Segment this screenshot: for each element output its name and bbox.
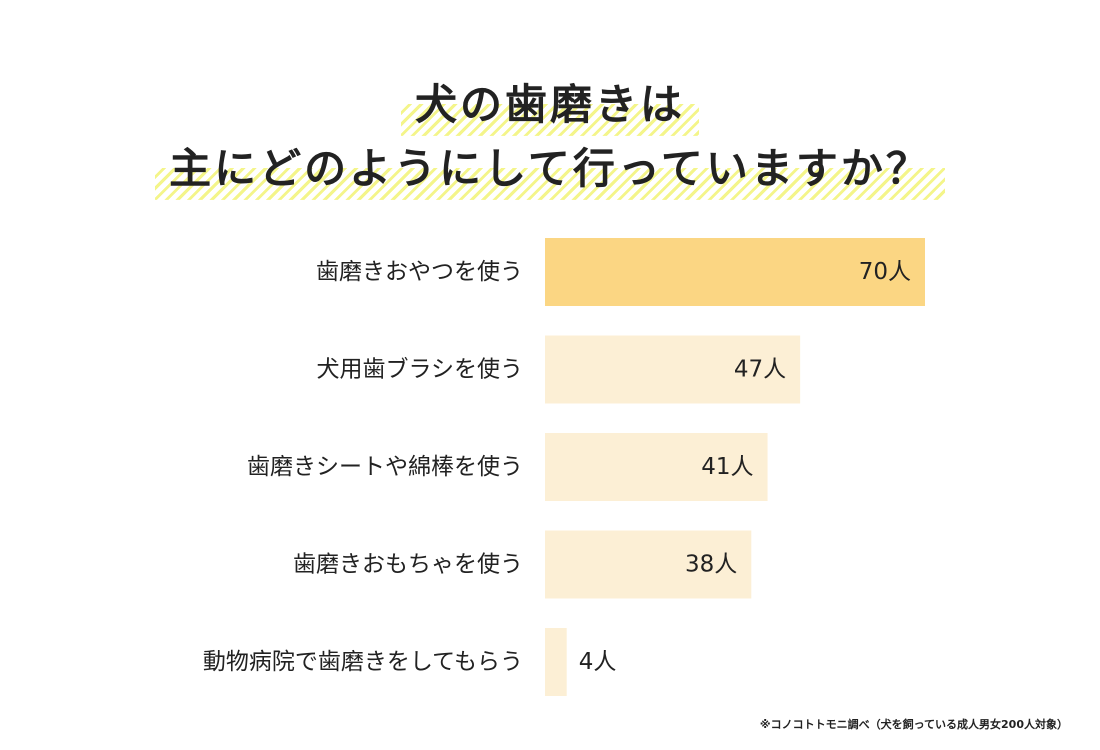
- bar-2: [545, 335, 801, 404]
- chart-title-line1: 犬の歯磨きは: [0, 78, 1100, 136]
- chart-title-line1-text: 犬の歯磨きは: [400, 78, 699, 136]
- bar-4: [545, 530, 752, 599]
- value-label-1: 70人: [859, 259, 911, 285]
- value-label-4: 38人: [685, 552, 737, 578]
- category-label-4: 歯磨きおもちゃを使う: [293, 552, 523, 578]
- bar-3: [545, 433, 768, 501]
- category-label-5: 動物病院で歯磨きをしてもらう: [203, 649, 523, 675]
- chart-title-line2-text: 主にどのようにして行っていますか？: [155, 142, 945, 200]
- bar-5: [545, 628, 567, 696]
- value-label-5: 4人: [579, 649, 617, 675]
- category-label-3: 歯磨きシートや綿棒を使う: [247, 454, 523, 480]
- chart-title-line2: 主にどのようにして行っていますか？: [0, 142, 1100, 200]
- category-label-2: 犬用歯ブラシを使う: [316, 357, 523, 383]
- bar-1: [545, 238, 925, 306]
- value-label-2: 47人: [734, 357, 786, 383]
- source-footnote: ※コノコトトモニ調べ（犬を飼っている成人男女200人対象）: [759, 718, 1068, 731]
- value-label-3: 41人: [701, 454, 753, 480]
- category-label-1: 歯磨きおやつを使う: [316, 259, 523, 285]
